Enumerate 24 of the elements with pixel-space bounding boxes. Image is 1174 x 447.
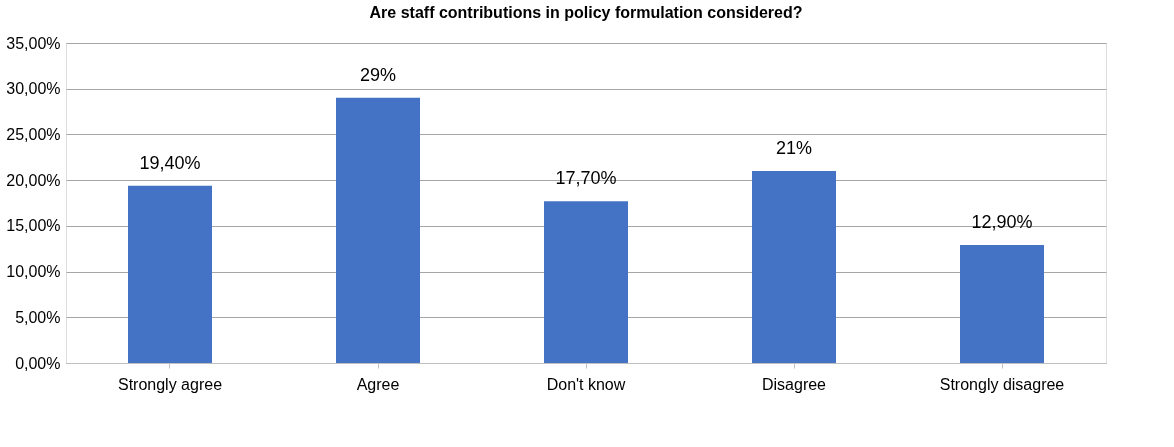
- y-tick-label: 25,00%: [6, 125, 61, 143]
- bar: [336, 97, 420, 363]
- y-tick-label: 30,00%: [6, 80, 61, 98]
- data-label: 21%: [775, 138, 813, 158]
- data-label: 17,70%: [555, 168, 617, 189]
- bar: [752, 171, 836, 363]
- data-label: 19,40%: [139, 152, 201, 173]
- y-tick-label: 15,00%: [6, 217, 61, 235]
- y-tick-label: 10,00%: [6, 263, 61, 281]
- y-tick-label: 35,00%: [6, 34, 61, 52]
- chart-title: Are staff contributions in policy formulation considered?: [369, 4, 803, 21]
- data-label: 12,90%: [971, 212, 1033, 233]
- y-tick-label: 20,00%: [6, 171, 61, 189]
- x-tick-label: Disagree: [761, 375, 827, 393]
- data-label: 29%: [359, 64, 397, 85]
- y-tick-label: 5,00%: [15, 308, 61, 326]
- bar: [128, 185, 212, 363]
- x-tick-label: Don't know: [546, 375, 626, 393]
- bar: [544, 201, 628, 363]
- bar: [960, 245, 1044, 363]
- x-tick-label: Agree: [356, 375, 400, 393]
- x-tick-label: Strongly disagree: [939, 375, 1065, 393]
- y-tick-label: 0,00%: [15, 354, 61, 372]
- x-tick-label: Strongly agree: [117, 375, 223, 393]
